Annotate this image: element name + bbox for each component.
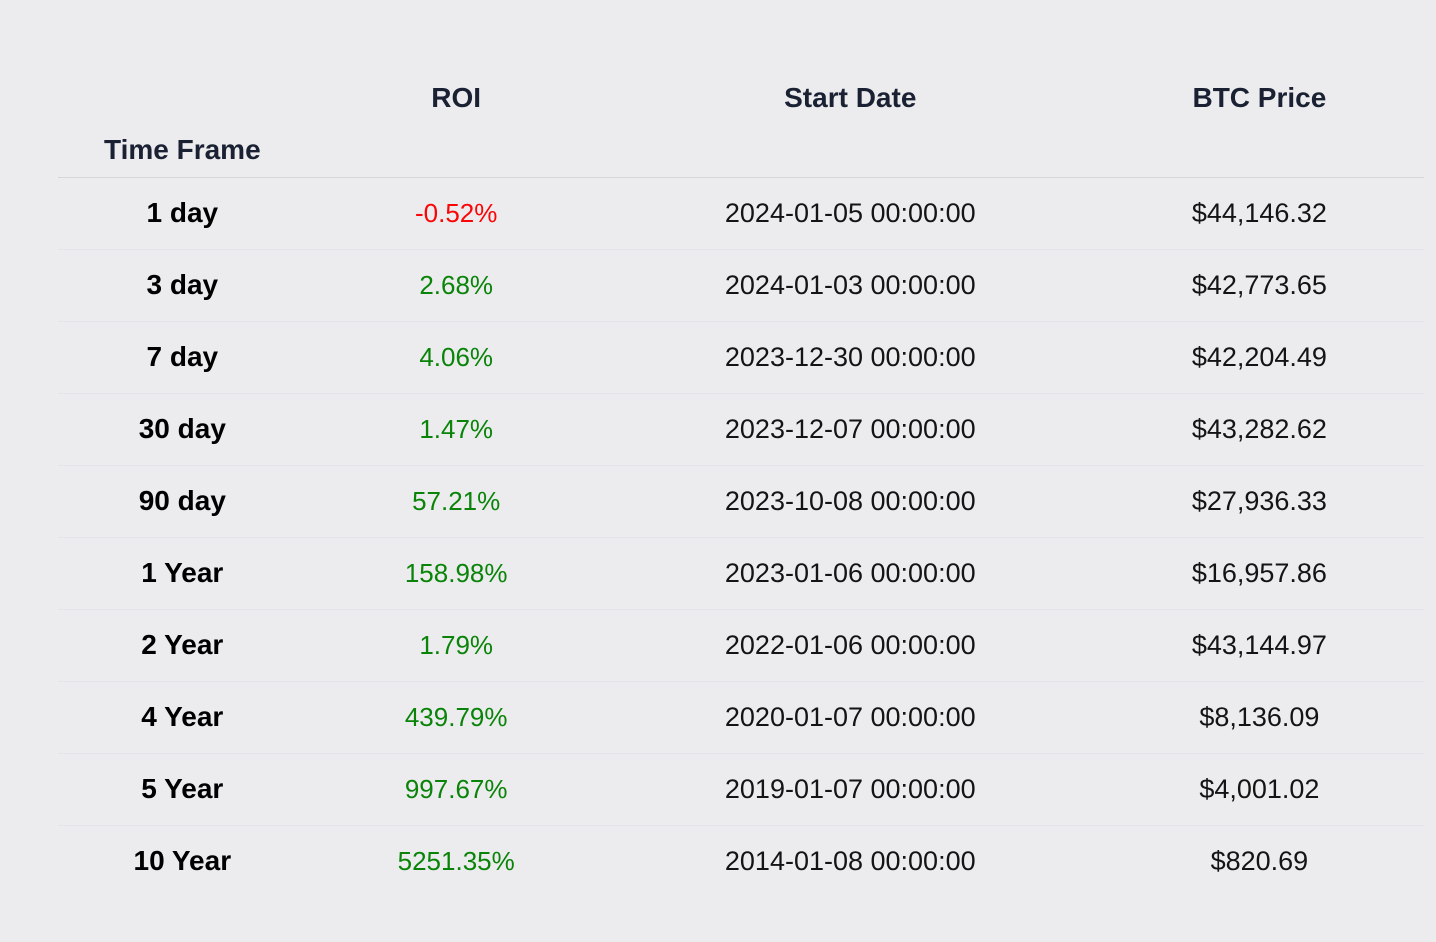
table-row: 30 day 1.47% 2023-12-07 00:00:00 $43,282… — [58, 392, 1424, 465]
roi-percent: 57.21% — [412, 485, 501, 516]
roi-value: 1.79% — [306, 608, 606, 681]
time-frame-value: 4 Year — [58, 680, 307, 753]
btc-price-value: $820.69 — [1094, 824, 1424, 897]
time-frame-value: 90 day — [58, 464, 307, 537]
time-frame-value: 3 day — [58, 248, 307, 321]
time-frame-value: 7 day — [58, 320, 307, 393]
start-date-value: 2019-01-07 00:00:00 — [605, 752, 1095, 825]
btc-price-value: $43,282.62 — [1094, 392, 1424, 465]
start-date-value: 2023-12-07 00:00:00 — [605, 392, 1095, 465]
roi-value: 1.47% — [306, 392, 606, 465]
table-row: 4 Year 439.79% 2020-01-07 00:00:00 $8,13… — [58, 680, 1424, 753]
time-frame-value: 5 Year — [58, 752, 307, 825]
table-row: 90 day 57.21% 2023-10-08 00:00:00 $27,93… — [58, 464, 1424, 537]
time-frame-value: 10 Year — [58, 824, 307, 897]
table-body: 1 day -0.52% 2024-01-05 00:00:00 $44,146… — [58, 177, 1424, 897]
btc-price-value: $43,144.97 — [1094, 608, 1424, 681]
table-row: 1 Year 158.98% 2023-01-06 00:00:00 $16,9… — [58, 536, 1424, 609]
roi-value: -0.52% — [307, 177, 606, 249]
btc-price-value: $8,136.09 — [1094, 680, 1424, 753]
roi-percent: 1.47% — [419, 413, 494, 444]
table-header: Time Frame ROI Start Date BTC Price — [58, 60, 1424, 178]
roi-value: 57.21% — [306, 464, 606, 537]
start-date-value: 2024-01-05 00:00:00 — [724, 197, 976, 228]
btc-price-value: $44,146.32 — [1191, 197, 1327, 228]
roi-value: 439.79% — [306, 680, 606, 753]
start-date-value: 2023-12-30 00:00:00 — [605, 320, 1095, 393]
column-header-time-frame: Time Frame — [58, 60, 307, 178]
time-frame-value: 1 day — [146, 197, 219, 228]
btc-price-value: $16,957.86 — [1094, 536, 1424, 609]
roi-table-container: Time Frame ROI Start Date BTC Price 1 da… — [58, 0, 1424, 897]
btc-roi-table: Time Frame ROI Start Date BTC Price 1 da… — [58, 60, 1424, 897]
column-header-start-date: Start Date — [605, 60, 1095, 178]
start-date-value: 2024-01-03 00:00:00 — [605, 248, 1095, 321]
roi-percent: 997.67% — [404, 773, 508, 804]
roi-percent: 5251.35% — [397, 845, 515, 876]
table-row: 2 Year 1.79% 2022-01-06 00:00:00 $43,144… — [58, 608, 1424, 681]
start-date-value: 2020-01-07 00:00:00 — [605, 680, 1095, 753]
time-frame-value: 1 Year — [58, 536, 307, 609]
start-date-value: 2022-01-06 00:00:00 — [605, 608, 1095, 681]
column-header-btc-price: BTC Price — [1094, 60, 1424, 178]
roi-value: 997.67% — [306, 752, 606, 825]
btc-price-value: $42,204.49 — [1094, 320, 1424, 393]
roi-value: 5251.35% — [306, 824, 606, 897]
roi-percent: 2.68% — [419, 269, 494, 300]
table-row: 7 day 4.06% 2023-12-30 00:00:00 $42,204.… — [58, 320, 1424, 393]
start-date-value: 2023-10-08 00:00:00 — [605, 464, 1095, 537]
column-header-roi: ROI — [306, 60, 606, 178]
table-row: 10 Year 5251.35% 2014-01-08 00:00:00 $82… — [58, 824, 1424, 897]
roi-value: 2.68% — [306, 248, 606, 321]
roi-percent: 1.79% — [419, 629, 494, 660]
roi-value: 158.98% — [306, 536, 606, 609]
header-row: Time Frame ROI Start Date BTC Price — [58, 60, 1424, 178]
time-frame-value: 30 day — [58, 392, 307, 465]
roi-percent: 158.98% — [404, 557, 508, 588]
roi-percent: 4.06% — [419, 341, 494, 372]
roi-value: 4.06% — [306, 320, 606, 393]
btc-price-value: $42,773.65 — [1094, 248, 1424, 321]
table-row: 3 day 2.68% 2024-01-03 00:00:00 $42,773.… — [58, 248, 1424, 321]
roi-percent: 439.79% — [404, 701, 508, 732]
table-row: 5 Year 997.67% 2019-01-07 00:00:00 $4,00… — [58, 752, 1424, 825]
btc-price-value: $4,001.02 — [1094, 752, 1424, 825]
time-frame-value: 2 Year — [58, 608, 307, 681]
btc-price-value: $27,936.33 — [1094, 464, 1424, 537]
roi-percent: -0.52% — [414, 197, 498, 228]
table-row: 1 day -0.52% 2024-01-05 00:00:00 $44,146… — [58, 177, 1424, 249]
start-date-value: 2023-01-06 00:00:00 — [605, 536, 1095, 609]
start-date-value: 2014-01-08 00:00:00 — [605, 824, 1095, 897]
